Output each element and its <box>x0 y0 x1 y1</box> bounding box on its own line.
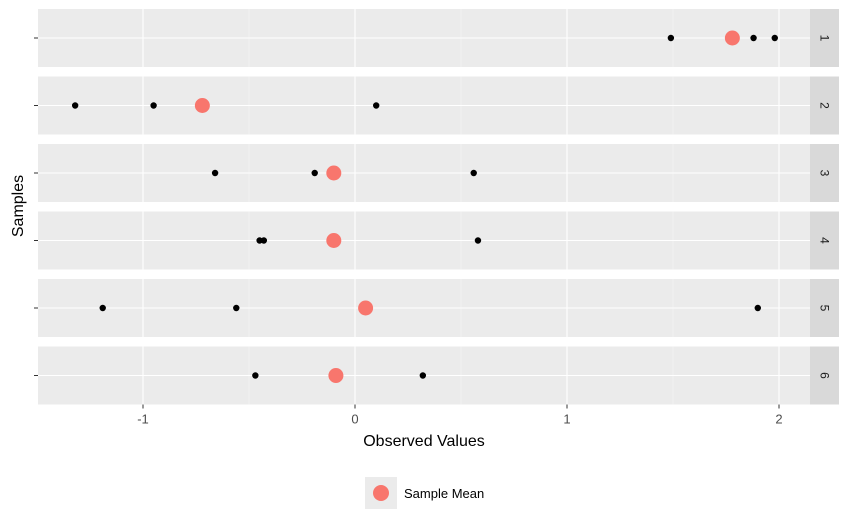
facet-panel-4: 4 <box>34 211 839 270</box>
facet-strip-label: 1 <box>818 35 832 42</box>
facet-panel-5: 5 <box>34 279 839 337</box>
legend-key-sample-mean <box>373 485 389 501</box>
observation-point <box>311 169 318 177</box>
facet-strip-label: 2 <box>818 102 832 109</box>
observation-point <box>252 372 259 379</box>
facet-strip-label: 3 <box>818 170 832 177</box>
facet-strip <box>810 279 839 337</box>
observation-point <box>470 169 477 177</box>
x-tick-label: -1 <box>137 412 149 427</box>
observation-point <box>750 34 757 42</box>
facet-strip-label: 5 <box>818 305 832 312</box>
facet-strip-label: 6 <box>818 372 832 379</box>
x-tick-label: 0 <box>351 412 358 427</box>
observation-point <box>71 102 79 109</box>
observation-point <box>150 102 157 109</box>
observation-point <box>99 304 106 312</box>
sample-mean-point <box>724 30 740 46</box>
legend: Sample Mean <box>365 477 484 509</box>
sample-mean-point <box>194 98 210 113</box>
facet-strip <box>810 346 839 405</box>
observation-point <box>260 237 268 244</box>
facet-panels: 1 2 3 4 5 6 <box>34 9 839 405</box>
facet-strip <box>810 144 839 202</box>
sample-mean-point <box>326 233 342 248</box>
sample-mean-point <box>326 165 342 181</box>
facet-panel-2: 2 <box>34 76 839 135</box>
facet-panel-3: 3 <box>34 144 839 202</box>
observation-point <box>233 304 240 312</box>
facet-strip <box>810 9 839 67</box>
sample-mean-point <box>358 300 374 316</box>
facet-strip-label: 4 <box>818 237 832 244</box>
observation-point <box>474 237 482 244</box>
x-tick-label: 2 <box>775 412 782 427</box>
observation-point <box>419 372 427 379</box>
observation-point <box>667 34 675 42</box>
observation-point <box>211 169 219 177</box>
facet-panel-6: 6 <box>34 346 839 405</box>
observation-point <box>771 34 778 42</box>
x-tick-label: 1 <box>563 412 570 427</box>
sample-mean-point <box>328 368 344 383</box>
legend-label-sample-mean: Sample Mean <box>404 486 484 501</box>
y-axis-title: Samples <box>10 175 27 237</box>
facet-panel-1: 1 <box>34 9 839 67</box>
x-axis: -1 0 1 2 <box>137 404 783 427</box>
facet-strip <box>810 76 839 135</box>
facet-strip <box>810 211 839 270</box>
observation-point <box>754 304 761 312</box>
x-axis-title: Observed Values <box>363 433 485 450</box>
observation-point <box>373 102 380 109</box>
